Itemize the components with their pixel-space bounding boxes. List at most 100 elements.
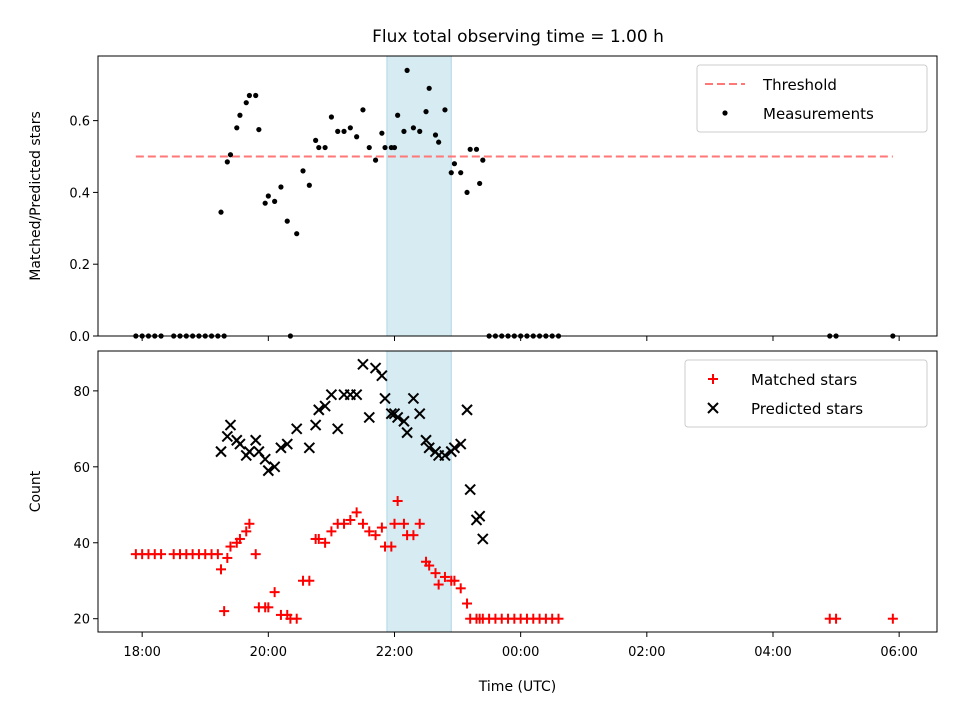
data-point <box>306 182 312 188</box>
data-point <box>392 495 403 506</box>
data-point <box>313 533 324 544</box>
data-point <box>423 109 429 115</box>
data-point <box>256 126 262 133</box>
legend-label: Measurements <box>763 105 874 123</box>
data-point <box>433 579 444 590</box>
data-point-d2 <box>385 407 398 420</box>
data-point <box>309 419 322 431</box>
data-point-d2 <box>391 411 404 424</box>
data-point <box>224 419 237 431</box>
y-tick-label: 40 <box>73 537 90 552</box>
data-point-d2 <box>439 449 451 462</box>
data-point <box>439 571 450 582</box>
series-predicted-stars <box>215 358 489 545</box>
data-point <box>455 583 466 594</box>
data-point <box>432 132 439 138</box>
data-point <box>372 157 379 163</box>
data-point <box>243 445 256 458</box>
y-tick-label: 0.6 <box>69 115 90 130</box>
data-point <box>430 568 441 579</box>
data-point <box>215 445 227 458</box>
y-tick-label: 0.0 <box>69 330 90 345</box>
data-point <box>360 107 366 113</box>
data-point <box>414 407 426 420</box>
data-point <box>284 218 290 224</box>
x-tick-label: 02:00 <box>628 645 665 660</box>
data-point <box>376 522 387 533</box>
x-tick-label: 20:00 <box>250 645 287 660</box>
data-point-d2 <box>215 445 227 458</box>
legend-label: Threshold <box>762 76 837 94</box>
data-point-d2 <box>319 400 331 412</box>
data-point <box>221 430 234 443</box>
data-point <box>379 392 391 405</box>
chart-title: Flux total observing time = 1.00 h <box>372 27 664 47</box>
data-point-d2 <box>262 464 275 477</box>
y-axis-label: Count <box>28 470 44 512</box>
data-point-d2 <box>268 461 281 473</box>
data-point-d2 <box>281 438 293 450</box>
data-point-d2 <box>461 404 473 416</box>
data-point <box>404 67 410 73</box>
highlight-span <box>386 55 452 337</box>
data-point <box>281 438 293 450</box>
legend-label: Matched stars <box>751 371 857 389</box>
data-point <box>313 404 325 416</box>
data-point <box>269 587 280 598</box>
data-point-d2 <box>243 445 256 458</box>
data-point <box>370 530 381 541</box>
legend-box <box>684 359 928 428</box>
data-point <box>268 461 281 473</box>
data-point <box>467 146 473 152</box>
data-point <box>350 388 363 401</box>
data-point <box>347 125 353 131</box>
data-point <box>401 426 413 439</box>
data-point-d2 <box>221 430 234 443</box>
data-point <box>303 442 316 454</box>
data-point-d2 <box>350 388 363 401</box>
data-point <box>326 526 337 537</box>
data-point-d2 <box>376 369 388 382</box>
data-point <box>391 411 404 424</box>
data-point-d2 <box>224 419 237 431</box>
data-point-d2 <box>464 483 476 496</box>
data-point <box>278 184 284 190</box>
axes-frame <box>97 55 938 337</box>
data-point <box>328 114 335 120</box>
legend-marker-predicted-d2 <box>707 402 719 414</box>
data-point <box>389 518 400 529</box>
data-point <box>262 200 268 206</box>
data-point-d2 <box>448 442 461 454</box>
data-point-d2 <box>423 442 435 454</box>
data-point-d2 <box>379 392 391 405</box>
data-point <box>477 180 483 187</box>
data-point <box>272 198 278 204</box>
data-point <box>339 518 350 529</box>
data-point-d2 <box>369 362 382 374</box>
data-point <box>237 112 243 118</box>
data-point <box>398 518 409 529</box>
data-point-d2 <box>420 434 432 446</box>
data-point <box>455 438 467 450</box>
data-point <box>222 552 233 563</box>
data-point <box>275 442 287 454</box>
data-point <box>300 168 306 174</box>
data-point <box>363 411 375 424</box>
data-point <box>322 144 328 151</box>
data-point <box>265 193 271 199</box>
data-point <box>224 159 230 165</box>
data-point <box>291 423 303 435</box>
data-point <box>417 128 423 134</box>
data-point-d2 <box>309 419 322 431</box>
data-point <box>291 613 302 624</box>
data-point <box>225 541 236 552</box>
data-point-d2 <box>249 434 262 446</box>
data-point <box>408 530 419 541</box>
data-point <box>448 170 454 176</box>
data-point-d2 <box>291 423 303 435</box>
data-point <box>477 533 489 545</box>
data-point <box>332 423 344 435</box>
data-point <box>407 392 420 405</box>
data-point-d2 <box>477 533 489 545</box>
